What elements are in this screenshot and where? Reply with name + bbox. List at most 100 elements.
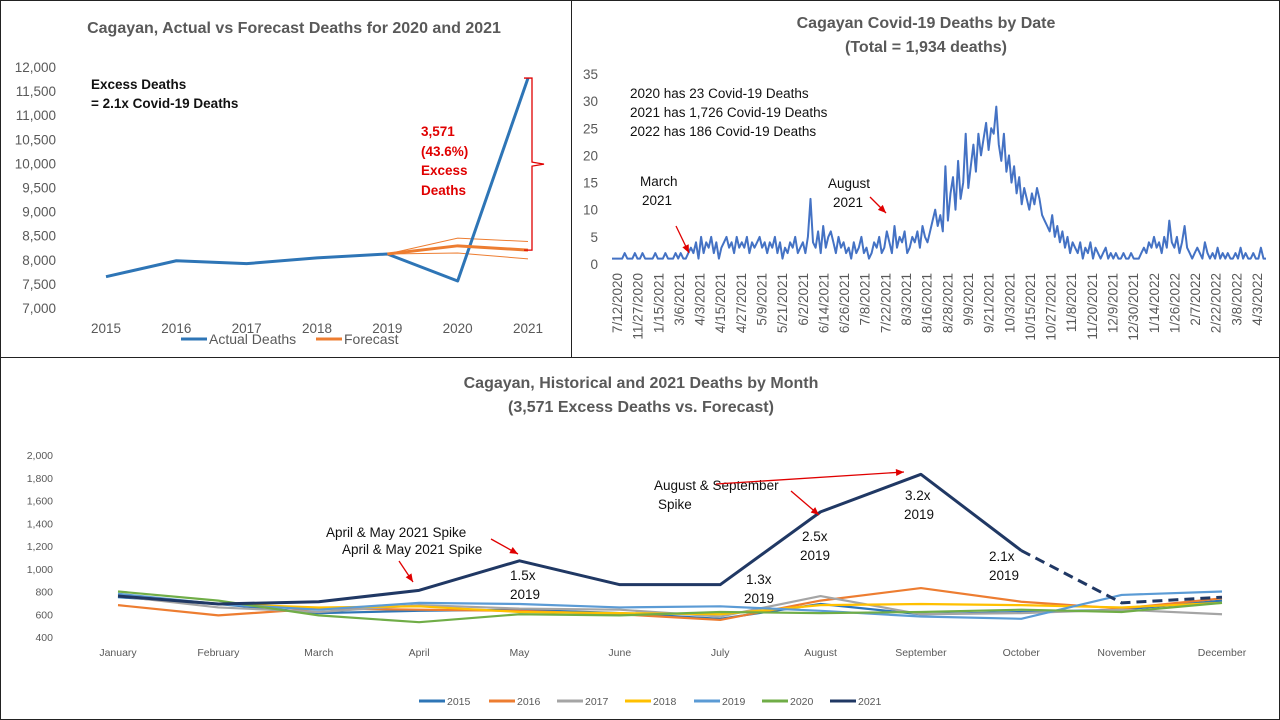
legend-item: Actual Deaths bbox=[181, 331, 296, 347]
legend-item: 2021 bbox=[830, 696, 882, 708]
x-tick-label: 3/6/2021 bbox=[672, 273, 687, 326]
august-arrow bbox=[869, 196, 887, 214]
legend-item: 2015 bbox=[419, 696, 471, 708]
x-tick-label: 12/30/2021 bbox=[1126, 273, 1141, 341]
daily-deaths-panel: Cagayan Covid-19 Deaths by Date (Total =… bbox=[571, 0, 1280, 358]
x-tick-label: 1/15/2021 bbox=[651, 273, 666, 333]
x-tick-label: 11/20/2021 bbox=[1085, 273, 1100, 340]
y-tick-label: 400 bbox=[35, 632, 53, 644]
x-tick-label: 3/8/2022 bbox=[1229, 273, 1244, 326]
august-annotation-line2: 2021 bbox=[833, 195, 863, 210]
y-tick-label: 11,000 bbox=[16, 108, 56, 123]
x-tick-label: 4/27/2021 bbox=[734, 273, 749, 333]
chart-title: Cagayan, Actual vs Forecast Deaths for 2… bbox=[87, 20, 501, 37]
aug-ratio: 2.5x bbox=[802, 529, 828, 544]
may-ratio: 1.5x bbox=[510, 568, 536, 583]
x-tick-label: 2/7/2022 bbox=[1188, 273, 1203, 326]
chart-title: Cagayan, Historical and 2021 Deaths by M… bbox=[464, 375, 819, 392]
chart-title: Cagayan Covid-19 Deaths by Date bbox=[797, 15, 1056, 32]
actual-vs-forecast-chart: Cagayan, Actual vs Forecast Deaths for 2… bbox=[15, 20, 545, 347]
y-tick-label: 35 bbox=[583, 67, 598, 82]
y-tick-label: 5 bbox=[590, 230, 598, 245]
legend-item: 2020 bbox=[762, 696, 814, 708]
x-tick-label: 4/3/2021 bbox=[693, 273, 708, 326]
x-tick-label: 4/15/2021 bbox=[713, 273, 728, 333]
y-tick-label: 30 bbox=[583, 94, 598, 109]
x-tick-label: 10/27/2021 bbox=[1044, 273, 1059, 341]
x-tick-label: 7/12/2020 bbox=[610, 273, 625, 333]
y-tick-label: 0 bbox=[590, 257, 598, 272]
x-tick-label: 5/21/2021 bbox=[775, 273, 790, 333]
y-tick-label: 1,600 bbox=[27, 496, 53, 508]
y-tick-label: 10 bbox=[583, 203, 598, 218]
excess-brace bbox=[524, 77, 545, 251]
monthly-deaths-chart: Cagayan, Historical and 2021 Deaths by M… bbox=[27, 375, 1247, 708]
legend-label: 2020 bbox=[790, 696, 814, 708]
chart-subtitle: (3,571 Excess Deaths vs. Forecast) bbox=[508, 399, 774, 416]
x-tick-label: 7/22/2021 bbox=[878, 273, 893, 333]
july-year: 2019 bbox=[744, 591, 774, 606]
x-tick-label: 2021 bbox=[513, 321, 543, 336]
legend-label: 2019 bbox=[722, 696, 746, 708]
daily-deaths-chart: Cagayan Covid-19 Deaths by Date (Total =… bbox=[583, 15, 1266, 341]
x-tick-label: 8/28/2021 bbox=[940, 273, 955, 333]
y-tick-label: 8,000 bbox=[22, 253, 56, 268]
legend-item: 2019 bbox=[694, 696, 746, 708]
september-arrow bbox=[715, 469, 905, 485]
count-2021-annotation: 2021 has 1,726 Covid-19 Deaths bbox=[630, 105, 828, 120]
april-may-annotation-b: April & May 2021 Spike bbox=[342, 542, 482, 557]
x-tick-label: 2/22/2022 bbox=[1209, 273, 1224, 333]
x-tick-label: 9/21/2021 bbox=[982, 273, 997, 333]
july-ratio: 1.3x bbox=[746, 572, 772, 587]
legend-label: 2016 bbox=[517, 696, 541, 708]
x-tick-label: October bbox=[1003, 647, 1041, 659]
y-tick-label: 1,400 bbox=[27, 518, 53, 530]
y-tick-label: 15 bbox=[583, 176, 598, 191]
y-tick-label: 800 bbox=[35, 587, 53, 599]
x-tick-label: 7/8/2021 bbox=[858, 273, 873, 326]
count-2020-annotation: 2020 has 23 Covid-19 Deaths bbox=[630, 86, 809, 101]
y-tick-label: 600 bbox=[35, 609, 53, 621]
april-may-annotation-a: April & May 2021 Spike bbox=[326, 525, 466, 540]
march-annotation-line2: 2021 bbox=[642, 193, 672, 208]
series-actual-deaths bbox=[105, 77, 530, 283]
legend-label: 2021 bbox=[858, 696, 882, 708]
sep-year: 2019 bbox=[904, 507, 934, 522]
y-tick-label: 1,000 bbox=[27, 564, 53, 576]
x-tick-label: November bbox=[1097, 647, 1146, 659]
x-tick-label: 10/3/2021 bbox=[1002, 273, 1017, 333]
august-arrow bbox=[790, 490, 820, 516]
august-annotation-line1: August bbox=[828, 176, 870, 191]
x-tick-label: 9/9/2021 bbox=[961, 273, 976, 326]
x-tick-label: 8/3/2021 bbox=[899, 273, 914, 326]
series-forecast bbox=[387, 244, 529, 256]
legend-label: 2018 bbox=[653, 696, 677, 708]
red-annotation-line1: 3,571 bbox=[421, 124, 455, 139]
series-2020 bbox=[117, 590, 1223, 624]
legend-item: 2016 bbox=[489, 696, 541, 708]
x-tick-label: January bbox=[99, 647, 137, 659]
forecast-lower-bound bbox=[387, 252, 529, 260]
series-daily-deaths bbox=[612, 105, 1266, 260]
chart-subtitle: (Total = 1,934 deaths) bbox=[845, 39, 1007, 56]
y-tick-label: 7,500 bbox=[22, 277, 56, 292]
x-tick-label: 5/9/2021 bbox=[755, 273, 770, 326]
series-2019 bbox=[117, 590, 1223, 620]
legend-label: 2017 bbox=[585, 696, 609, 708]
x-tick-label: September bbox=[895, 647, 947, 659]
monthly-deaths-panel: Cagayan, Historical and 2021 Deaths by M… bbox=[0, 357, 1280, 720]
x-tick-label: June bbox=[608, 647, 631, 659]
legend-label: 2015 bbox=[447, 696, 471, 708]
y-tick-label: 11,500 bbox=[16, 84, 56, 99]
x-tick-label: 6/2/2021 bbox=[796, 273, 811, 326]
excess-annotation-line1: Excess Deaths bbox=[91, 77, 186, 92]
legend-item: 2018 bbox=[625, 696, 677, 708]
x-tick-label: 4/3/2022 bbox=[1250, 273, 1265, 326]
y-tick-label: 9,000 bbox=[22, 205, 56, 220]
x-tick-label: 2015 bbox=[91, 321, 121, 336]
x-tick-label: 12/9/2021 bbox=[1105, 273, 1120, 333]
x-tick-label: 2019 bbox=[372, 321, 402, 336]
legend-label: Actual Deaths bbox=[209, 331, 296, 347]
y-tick-label: 9,500 bbox=[22, 181, 56, 196]
x-tick-label: 11/8/2021 bbox=[1064, 273, 1079, 332]
